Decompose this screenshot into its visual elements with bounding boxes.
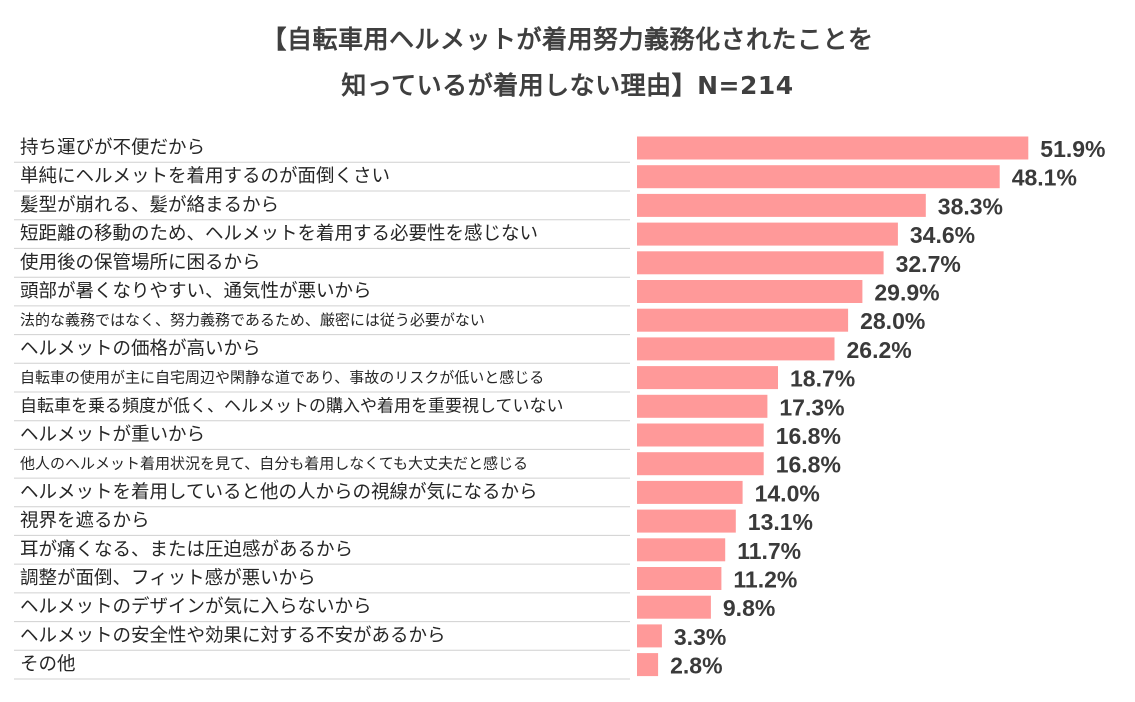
bar [637,222,898,246]
bar [637,595,711,619]
category-label: 髪型が崩れる、髪が絡まるから [20,195,279,216]
bar [637,653,659,677]
category-label: ヘルメットのデザインが気に入らないから [20,597,372,618]
bar [637,366,778,390]
value-label: 2.8% [670,653,722,679]
category-label: 法的な義務ではなく、努力義務であるため、厳密には従う必要がない [20,311,485,329]
category-label: 耳が痛くなる、または圧迫感があるから [20,539,353,560]
category-label: 調整が面倒、フィット感が悪いから [20,568,316,589]
category-label: 持ち運びが不便だから [20,138,205,159]
category-label: 自転車の使用が主に自宅周辺や閑静な道であり、事故のリスクが低いと感じる [20,369,544,387]
bar [637,624,662,648]
value-label: 16.8% [776,452,841,478]
category-label: 短距離の移動のため、ヘルメットを着用する必要性を感じない [20,224,538,245]
category-label: 単純にヘルメットを着用するのが面倒くさい [20,166,390,187]
value-label: 17.3% [779,394,844,420]
value-label: 3.3% [674,624,726,650]
value-label: 34.6% [910,222,975,248]
value-label: 29.9% [874,280,939,306]
category-label: ヘルメットを着用していると他の人からの視線が気になるから [20,482,537,503]
bar [637,308,849,332]
value-label: 18.7% [790,366,855,392]
value-label: 13.1% [748,509,813,535]
value-label: 51.9% [1040,136,1105,162]
bar [637,567,722,590]
bar [637,280,863,303]
value-label: 28.0% [860,308,925,334]
value-label: 38.3% [938,193,1003,219]
chart-title-line-2: 知っているが着用しない理由】N=214 [341,71,794,100]
bar [637,423,764,447]
category-label: 他人のヘルメット着用状況を見て、自分も着用しなくても大丈夫だと感じる [20,455,528,473]
bar [637,251,884,275]
bar [637,337,835,361]
bar [637,165,1000,189]
value-label: 9.8% [723,595,775,621]
category-label: ヘルメットの安全性や効果に対する不安があるから [20,625,446,646]
bar [637,193,926,217]
category-label: その他 [20,654,76,675]
category-label: ヘルメットの価格が高いから [20,338,261,359]
bar [637,538,726,562]
category-label: ヘルメットが重いから [20,425,205,446]
bar [637,136,1029,160]
value-label: 48.1% [1012,165,1077,191]
bar [637,394,768,418]
value-label: 14.0% [755,480,820,506]
value-label: 11.7% [737,538,801,564]
category-label: 視界を遮るから [20,511,150,532]
value-label: 11.2% [733,567,797,593]
chart-title-line-1: 【自転車用ヘルメットが着用努力義務化されたことを [261,25,874,54]
bar [637,452,764,476]
category-label: 頭部が暑くなりやすい、通気性が悪いから [20,281,372,302]
value-label: 32.7% [896,251,961,277]
value-label: 26.2% [847,337,912,363]
category-label: 自転車を乗る頻度が低く、ヘルメットの購入や着用を重要視していない [20,396,564,416]
bar [637,480,743,504]
value-label: 16.8% [776,423,841,449]
bar [637,509,736,533]
category-label: 使用後の保管場所に困るから [20,252,261,273]
